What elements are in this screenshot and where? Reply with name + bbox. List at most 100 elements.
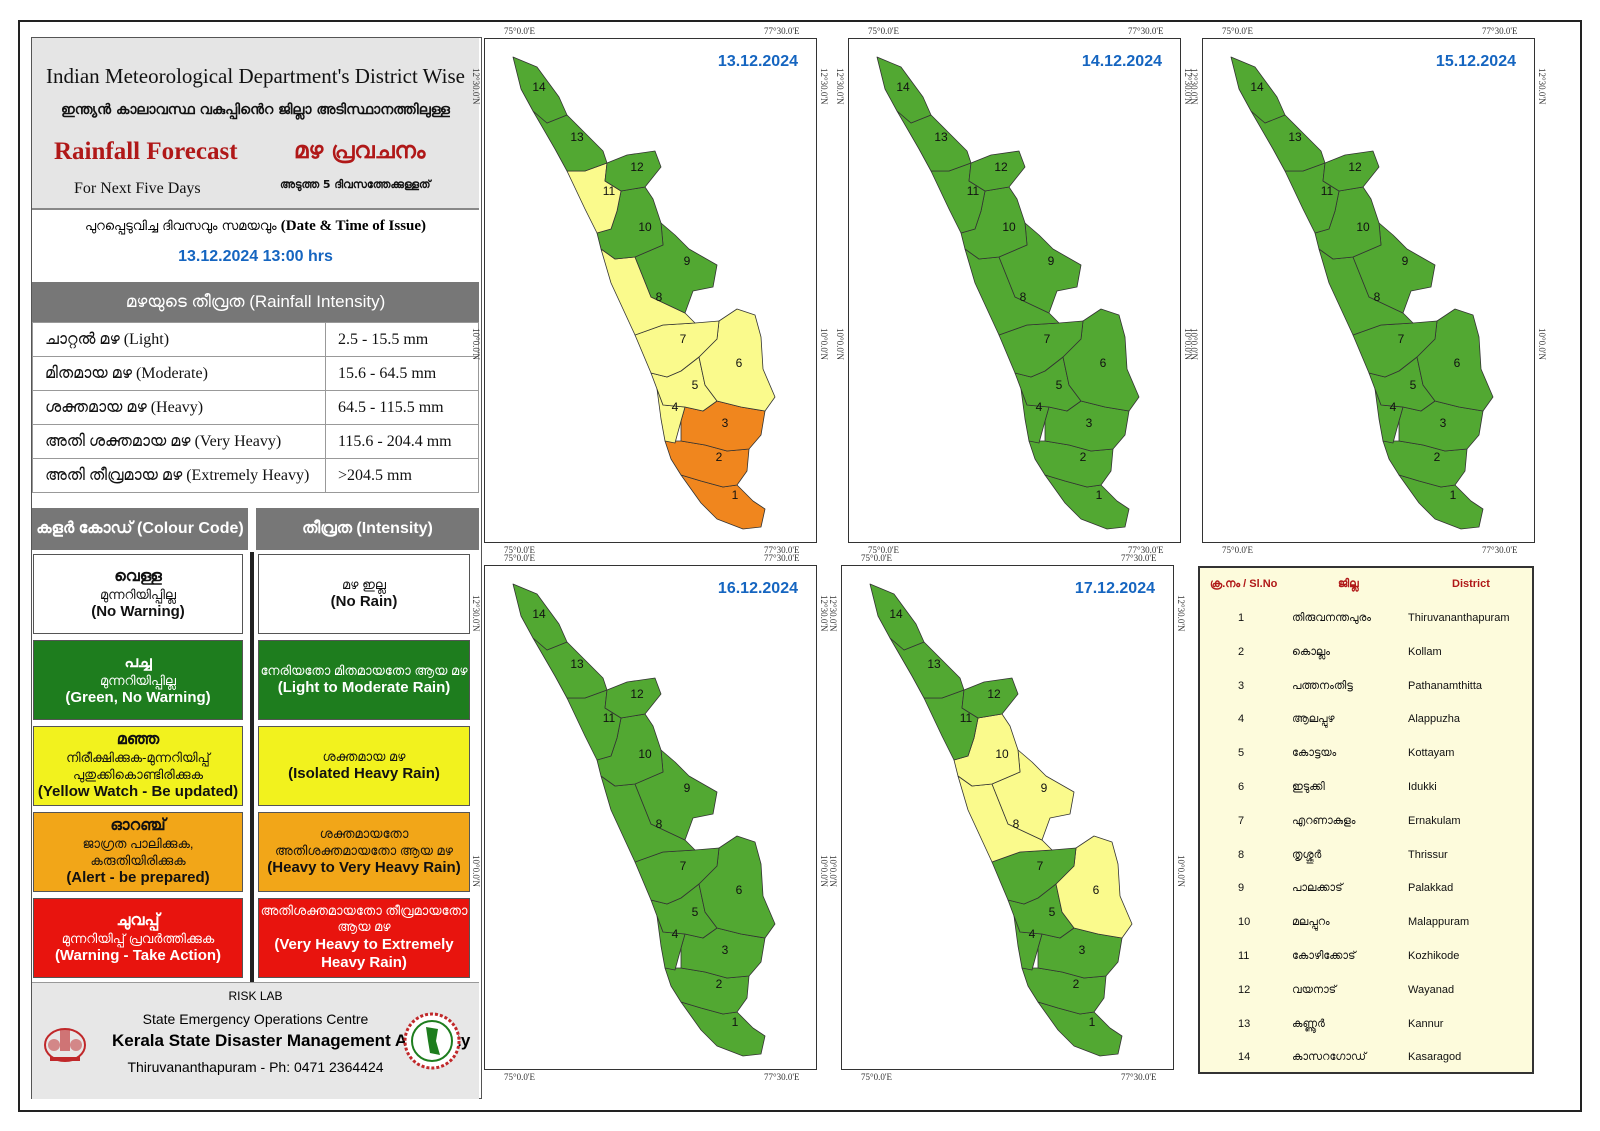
district-number-label: 8 <box>1013 817 1020 831</box>
district-number-label: 5 <box>1410 378 1417 392</box>
district-number-label: 10 <box>1356 220 1370 234</box>
district-number-label: 11 <box>1321 184 1334 198</box>
legend-slno: 13 <box>1238 1017 1251 1030</box>
legend-slno: 1 <box>1238 612 1245 624</box>
lat-south-left-label: 10°0.0'N <box>828 855 838 887</box>
district-number-label: 13 <box>927 657 941 671</box>
district-number-label: 9 <box>684 254 691 268</box>
legend-slno: 2 <box>1238 645 1245 658</box>
legend-row: 6 ഇടുക്കി Idukki <box>1200 781 1532 801</box>
district-number-label: 12 <box>987 687 1001 701</box>
district-number-label: 14 <box>532 80 546 94</box>
district-legend-table: ക്ര.നം / Sl.No ജില്ല District 1 തിരുവനന്ത… <box>1198 566 1534 1074</box>
colour-name: മഞ്ഞ <box>116 731 160 749</box>
intensity-ml: അതിശക്തമായതോ തീവ്രമായതോ ആയ മഴ <box>260 903 468 935</box>
legend-district-ml: എറണാകുളം <box>1292 814 1356 827</box>
intensity-label: അതി ശക്തമായ മഴ (Very Heavy) <box>32 424 326 459</box>
district-number-label: 11 <box>967 184 980 198</box>
lat-south-left-label: 10°0.0'N <box>835 328 845 360</box>
district-number-label: 14 <box>896 80 910 94</box>
warning-en: (Warning - Take Action) <box>54 946 222 964</box>
district-number-label: 8 <box>656 290 663 304</box>
legend-district-ml: മലപ്പുറം <box>1292 916 1330 929</box>
district-number-label: 6 <box>1093 883 1100 897</box>
intensity-en: (No Rain) <box>330 592 398 610</box>
district-number-label: 4 <box>672 927 679 941</box>
district-number-label: 13 <box>1288 130 1302 144</box>
legend-slno: 7 <box>1238 814 1245 827</box>
district-number-label: 1 <box>1096 488 1103 502</box>
legend-district-ml: പാലക്കാട് <box>1292 882 1343 895</box>
panel-date: 17.12.2024 <box>1074 580 1155 597</box>
next-days-ml: അടുത്ത 5 ദിവസത്തേക്കുള്ളത് <box>280 178 431 191</box>
intensity-row: മിതമായ മഴ (Moderate) 15.6 - 64.5 mm <box>32 356 479 391</box>
legend-row: 9 പാലക്കാട് Palakkad <box>1200 882 1532 902</box>
district-number-label: 2 <box>716 977 723 991</box>
district-number-label: 9 <box>1048 254 1055 268</box>
district-number-label: 1 <box>732 488 739 502</box>
legend-slno: 12 <box>1238 983 1251 996</box>
title-en: Indian Meteorological Department's Distr… <box>46 64 465 88</box>
legend-row: 2 കൊല്ലം Kollam <box>1200 646 1532 666</box>
legend-header-en: District <box>1452 578 1490 590</box>
district-number-label: 5 <box>692 378 699 392</box>
legend-district-en: Kasaragod <box>1408 1051 1462 1064</box>
district-number-label: 2 <box>1080 450 1087 464</box>
lat-north-left-label: 12°30.0'N <box>471 595 481 632</box>
lon-west-bottom-label: 75°0.0'E <box>504 545 535 555</box>
district-number-label: 1 <box>1089 1015 1096 1029</box>
lon-west-top-label: 75°0.0'E <box>504 553 535 563</box>
district-number-label: 5 <box>1056 378 1063 392</box>
legend-district-en: Kozhikode <box>1408 950 1460 962</box>
lat-north-left-label: 12°30.0'N <box>471 68 481 105</box>
title-ml: ഇന്ത്യൻ കാലാവസ്ഥ വകുപ്പിൻെറ ജില്ലാ അടിസ്… <box>61 102 450 118</box>
district-number-label: 13 <box>570 657 584 671</box>
district-number-label: 2 <box>716 450 723 464</box>
legend-district-en: Alappuzha <box>1408 713 1460 726</box>
district-number-label: 7 <box>680 859 687 873</box>
intensity-row: ശക്തമായ മഴ (Heavy) 64.5 - 115.5 mm <box>32 390 479 425</box>
colour-code-box: ഓറഞ്ച് ജാഗ്രത പാലിക്കുക, കരുതിയിരിക്കുക (A… <box>33 812 243 892</box>
legend-district-en: Palakkad <box>1408 882 1454 895</box>
intensity-range: 2.5 - 15.5 mm <box>325 322 479 357</box>
intensity-heading: മഴയുടെ തീവ്രത (Rainfall Intensity) <box>32 282 479 322</box>
colour-code-box: ചുവപ്പ് മുന്നറിയിപ്പ് പ്രവർത്തിക്കുക (Warn… <box>33 898 243 978</box>
intensity-row: അതി തീവ്രമായ മഴ (Extremely Heavy) >204.5 … <box>32 458 479 493</box>
forecast-map-panel: 1 2 3 4 5 6 7 8 9 10 11 12 13 14 13.12.2024 <box>484 38 817 543</box>
intensity-range: 15.6 - 64.5 mm <box>325 356 479 391</box>
lat-south-left-label: 10°0.0'N <box>471 328 481 360</box>
district-number-label: 11 <box>603 184 616 198</box>
district-9 <box>1352 222 1436 314</box>
forecast-map-panel: 1 2 3 4 5 6 7 8 9 10 11 12 13 14 17.12.2024 <box>841 565 1174 1070</box>
legend-district-ml: ഇടുക്കി <box>1292 781 1325 793</box>
outer-frame <box>18 20 1582 1112</box>
forecast-title-en: Rainfall Forecast <box>54 138 238 165</box>
panel-date: 15.12.2024 <box>1435 53 1516 70</box>
intensity-row: അതി ശക്തമായ മഴ (Very Heavy) 115.6 - 204.4… <box>32 424 479 459</box>
legend-district-ml: കാസറഗോഡ് <box>1292 1051 1367 1064</box>
district-number-label: 3 <box>1079 943 1086 957</box>
legend-district-en: Malappuram <box>1408 916 1470 929</box>
legend-district-ml: തിരുവനന്തപുരം <box>1292 612 1371 624</box>
district-number-label: 10 <box>995 747 1009 761</box>
district-14 <box>512 583 568 651</box>
lon-west-top-label: 75°0.0'E <box>1222 26 1253 36</box>
lat-north-left-label: 12°30.0'N <box>828 595 838 632</box>
district-number-label: 8 <box>1374 290 1381 304</box>
issue-datetime: 13.12.2024 13:00 hrs <box>178 248 333 265</box>
district-number-label: 7 <box>1044 332 1051 346</box>
colour-name: ഓറഞ്ച് <box>110 817 166 835</box>
lat-north-left-label: 12°30.0'N <box>1189 68 1199 105</box>
legend-row: 1 തിരുവനന്തപുരം Thiruvananthapuram <box>1200 612 1532 632</box>
legend-slno: 14 <box>1238 1051 1251 1064</box>
intensity-ml: മഴ ഇല്ല <box>342 576 386 592</box>
district-number-label: 14 <box>1250 80 1264 94</box>
legend-row: 12 വയനാട് Wayanad <box>1200 984 1532 1004</box>
issue-block: പുറപ്പെടുവിച്ച ദിവസവും സമയവും (Date & Ti… <box>32 210 479 283</box>
intensity-label: ശക്തമായ മഴ (Heavy) <box>32 390 326 425</box>
district-number-label: 3 <box>722 416 729 430</box>
intensity-row: ചാറ്റൽ മഴ (Light) 2.5 - 15.5 mm <box>32 322 479 357</box>
colour-code-box: വെള്ള മുന്നറിയിപ്പില്ല (No Warning) <box>33 554 243 634</box>
